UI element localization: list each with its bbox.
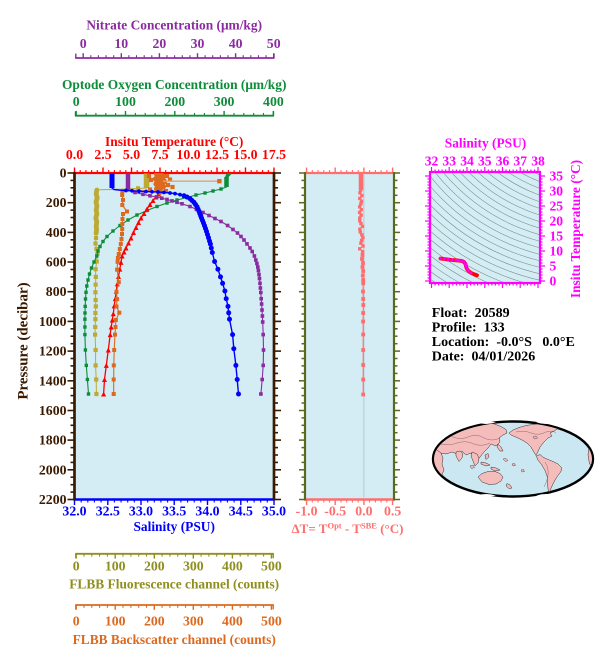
svg-text:40: 40 [229,36,243,51]
svg-text:-0.5: -0.5 [324,504,346,519]
svg-text:20: 20 [153,36,167,51]
svg-text:1800: 1800 [39,433,67,448]
svg-text:FLBB Fluorescence channel (cou: FLBB Fluorescence channel (counts) [69,577,279,592]
svg-text:33.5: 33.5 [162,504,186,519]
svg-text:0: 0 [80,36,87,51]
svg-text:0: 0 [73,94,80,109]
svg-text:32: 32 [425,153,439,168]
svg-text:300: 300 [183,559,204,574]
svg-text:2200: 2200 [39,492,67,507]
svg-text:400: 400 [222,614,243,629]
svg-text:500: 500 [261,559,282,574]
svg-text:1000: 1000 [39,314,67,329]
svg-text:5: 5 [550,259,557,274]
svg-text:25: 25 [550,199,564,214]
svg-text:37: 37 [513,153,527,168]
svg-text:Nitrate Concentration (μm/kg): Nitrate Concentration (μm/kg) [86,18,262,33]
svg-text:Location: -0.0°S 0.0°E: Location: -0.0°S 0.0°E [432,335,575,350]
svg-text:Optode Oxygen Concentration (μ: Optode Oxygen Concentration (μm/kg) [62,77,286,92]
svg-text:Insitu Temperature (°C): Insitu Temperature (°C) [105,134,243,149]
svg-text:0: 0 [550,274,557,289]
svg-text:800: 800 [46,284,67,299]
svg-text:10.0: 10.0 [176,147,200,162]
svg-text:32.0: 32.0 [62,504,86,519]
svg-text:30: 30 [191,36,205,51]
svg-text:15.0: 15.0 [233,147,257,162]
svg-text:500: 500 [261,614,282,629]
svg-text:100: 100 [105,559,126,574]
svg-text:200: 200 [164,94,185,109]
svg-text:50: 50 [267,36,281,51]
svg-text:100: 100 [105,614,126,629]
svg-text:FLBB Backscatter channel (coun: FLBB Backscatter channel (counts) [73,632,276,647]
svg-text:Insitu Temperature (°C): Insitu Temperature (°C) [568,160,583,298]
svg-text:ΔT= TOpt - TSBE (°C): ΔT= TOpt - TSBE (°C) [292,521,404,537]
svg-text:5.0: 5.0 [123,147,140,162]
svg-text:Profile: 133: Profile: 133 [432,321,505,336]
svg-text:-1.0: -1.0 [296,504,318,519]
svg-text:0.0: 0.0 [66,147,83,162]
svg-text:7.5: 7.5 [151,147,168,162]
svg-text:Salinity (PSU): Salinity (PSU) [133,519,214,534]
svg-text:200: 200 [144,614,165,629]
svg-text:600: 600 [46,255,67,270]
svg-text:0.5: 0.5 [384,504,401,519]
svg-text:200: 200 [144,559,165,574]
svg-text:Float: 20589: Float: 20589 [432,306,510,321]
svg-text:33: 33 [442,153,456,168]
svg-text:34: 34 [460,153,474,168]
svg-text:30: 30 [550,184,564,199]
svg-text:400: 400 [222,559,243,574]
svg-text:32.5: 32.5 [96,504,120,519]
svg-text:400: 400 [46,225,67,240]
svg-text:35: 35 [478,153,492,168]
svg-text:Salinity (PSU): Salinity (PSU) [445,136,526,151]
svg-text:400: 400 [263,94,284,109]
svg-text:1600: 1600 [39,403,67,418]
svg-text:34.5: 34.5 [229,504,253,519]
svg-text:10: 10 [114,36,128,51]
svg-text:15: 15 [550,229,564,244]
svg-text:35.0: 35.0 [262,504,286,519]
svg-text:2.5: 2.5 [94,147,111,162]
svg-text:0: 0 [73,614,80,629]
svg-text:36: 36 [496,153,510,168]
svg-text:35: 35 [550,169,564,184]
svg-text:1200: 1200 [39,344,67,359]
svg-text:300: 300 [183,614,204,629]
svg-text:300: 300 [214,94,235,109]
svg-text:200: 200 [46,195,67,210]
svg-text:38: 38 [531,153,545,168]
svg-text:Date: 04/01/2026: Date: 04/01/2026 [432,350,535,365]
svg-text:Pressure (decibar): Pressure (decibar) [16,282,32,399]
svg-text:100: 100 [115,94,136,109]
svg-text:0: 0 [73,559,80,574]
svg-text:0.0: 0.0 [355,504,372,519]
svg-text:17.5: 17.5 [262,147,286,162]
svg-text:12.5: 12.5 [205,147,229,162]
svg-text:0: 0 [60,166,67,181]
svg-text:10: 10 [550,244,564,259]
svg-text:20: 20 [550,214,564,229]
svg-text:2000: 2000 [39,462,67,477]
svg-text:1400: 1400 [39,373,67,388]
svg-text:34.0: 34.0 [195,504,219,519]
svg-text:33.0: 33.0 [129,504,153,519]
